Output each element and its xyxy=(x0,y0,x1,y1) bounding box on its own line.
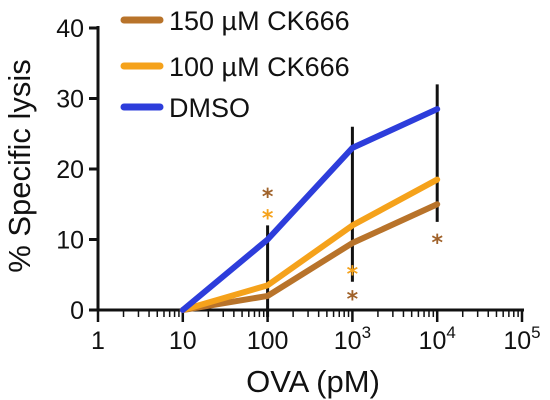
significance-annotations: ***** xyxy=(262,185,444,312)
significance-star: * xyxy=(347,263,359,288)
significance-star: * xyxy=(347,287,359,312)
series-line-2 xyxy=(179,106,441,313)
y-axis-title: % Specific lysis xyxy=(2,59,37,273)
significance-star: * xyxy=(262,206,274,231)
y-tick-label: 0 xyxy=(70,297,84,325)
x-tick-label: 103 xyxy=(334,323,371,355)
x-tick-label: 1 xyxy=(91,327,105,355)
x-tick-label: 10 xyxy=(169,327,197,355)
x-tick-label: 104 xyxy=(419,323,456,355)
legend-label: 100 µM CK666 xyxy=(169,52,350,82)
legend-label: DMSO xyxy=(169,93,250,123)
x-tick-label: 105 xyxy=(503,323,540,355)
significance-star: * xyxy=(431,231,443,256)
significance-star: * xyxy=(262,185,274,210)
x-tick-label: 100 xyxy=(247,327,289,355)
axes: 0 10 20 30 40 1 10 100 103 104 105 xyxy=(56,15,540,355)
x-axis-title: OVA (pM) xyxy=(246,364,380,399)
series-lines xyxy=(179,106,441,313)
series-line-1 xyxy=(179,176,441,313)
legend: 150 µM CK666 100 µM CK666 DMSO xyxy=(120,6,350,123)
y-tick-label: 20 xyxy=(56,156,84,184)
series-line-0 xyxy=(179,201,441,313)
legend-label: 150 µM CK666 xyxy=(169,6,350,36)
y-tick-label: 10 xyxy=(56,227,84,255)
y-tick-label: 40 xyxy=(56,15,84,43)
y-tick-label: 30 xyxy=(56,86,84,114)
